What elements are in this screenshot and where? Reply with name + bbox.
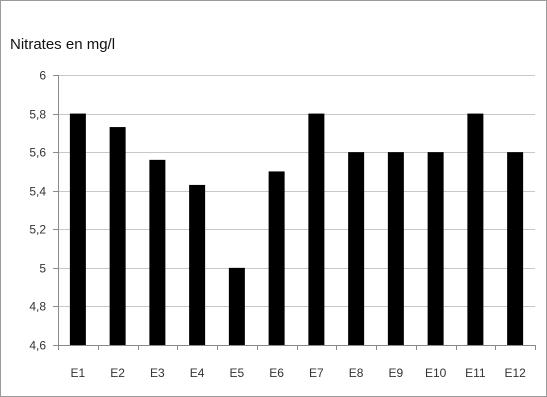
bar-E10	[427, 152, 444, 345]
bar-E5	[228, 267, 245, 345]
bar-E3	[149, 159, 166, 345]
bar-E1	[69, 113, 86, 345]
bar-E12	[507, 152, 524, 345]
x-tick-label: E10	[425, 366, 447, 380]
bar-E2	[109, 127, 126, 345]
y-tick-label: 6	[39, 69, 46, 83]
y-axis: 4,6 4,8 5 5,2 5,4 5,6 5,8 6	[29, 69, 59, 353]
x-tick-label: E6	[269, 366, 284, 380]
x-tick-label: E11	[465, 366, 486, 380]
y-tick-label: 5,8	[29, 108, 46, 122]
bar-E7	[308, 113, 325, 345]
bar-E8	[348, 152, 365, 345]
x-tick-label: E5	[230, 366, 245, 380]
x-axis: E1 E2 E3 E4 E5 E6 E7 E8 E9 E10 E11 E12	[58, 345, 536, 380]
x-tick-label: E2	[110, 366, 125, 380]
x-tick-label: E4	[190, 366, 205, 380]
x-tick-label: E3	[150, 366, 165, 380]
y-tick-label: 4,8	[29, 300, 46, 314]
chart-title: Nitrates en mg/l	[10, 36, 116, 53]
y-tick-label: 4,6	[29, 339, 46, 353]
y-tick-label: 5,2	[29, 223, 46, 237]
x-tick-label: E9	[389, 366, 404, 380]
y-tick-label: 5,4	[29, 185, 46, 199]
bar-E9	[387, 152, 404, 345]
x-tick-label: E8	[349, 366, 364, 380]
x-tick-label: E12	[504, 366, 526, 380]
x-tick-label: E1	[71, 366, 86, 380]
bar-E4	[189, 184, 206, 345]
x-tick-label: E7	[309, 366, 324, 380]
y-tick-label: 5,6	[29, 146, 46, 160]
bar-E11	[467, 113, 484, 345]
grid-lines	[58, 75, 535, 307]
y-tick-label: 5	[39, 262, 46, 276]
bar-E6	[268, 171, 285, 345]
bars	[69, 113, 524, 345]
